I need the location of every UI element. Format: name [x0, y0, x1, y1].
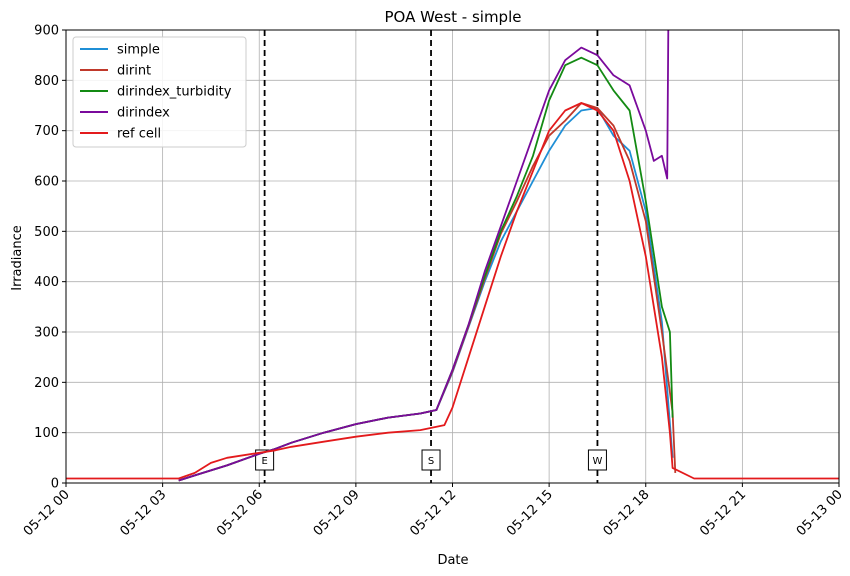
y-tick-label: 100	[34, 426, 59, 441]
x-tick-label: 05-12 06	[214, 487, 266, 539]
x-tick-label: 05-12 21	[697, 487, 749, 539]
series-line-dirindex_turbidity	[178, 56, 674, 482]
series-line-ref-cell	[66, 102, 839, 480]
event-marker-label: S	[428, 456, 434, 467]
x-tick-label: 05-12 12	[407, 487, 459, 539]
chart-title: POA West - simple	[385, 8, 522, 26]
x-tick-label: 05-12 15	[504, 487, 556, 539]
x-tick-label: 05-12 18	[601, 487, 653, 539]
legend-label: dirindex_turbidity	[117, 85, 232, 100]
legend-label: dirindex	[117, 106, 170, 121]
event-marker-label: W	[592, 456, 602, 467]
event-marker-box	[421, 449, 441, 471]
y-tick-label: 500	[34, 225, 59, 240]
legend: simple dirint dirindex_turbidity dirindex re…	[72, 36, 247, 148]
series-lines	[66, 29, 839, 482]
y-tick-label: 900	[34, 24, 59, 39]
x-axis-title: Date	[437, 553, 468, 568]
y-tick-label: 300	[34, 326, 59, 341]
series-line-dirindex	[178, 29, 670, 482]
x-axis-ticks: 05-12 00 05-12 03 05-12 06 05-12 09 05-12 12…	[21, 483, 846, 539]
grid	[65, 29, 840, 484]
event-marker-label: E	[261, 456, 267, 467]
y-tick-label: 600	[34, 175, 59, 190]
y-tick-label: 400	[34, 275, 59, 290]
y-tick-label: 200	[34, 376, 59, 391]
legend-label: ref cell	[117, 127, 161, 142]
x-tick-label: 05-12 09	[311, 487, 363, 539]
y-tick-label: 0	[51, 477, 59, 492]
legend-box	[72, 36, 247, 148]
event-marker-box	[255, 449, 275, 471]
event-marker-box	[587, 449, 607, 471]
x-tick-label: 05-12 03	[118, 487, 170, 539]
y-axis-title: Irradiance	[10, 225, 25, 290]
y-tick-label: 700	[34, 124, 59, 139]
series-line-dirint	[178, 102, 677, 482]
y-tick-label: 800	[34, 74, 59, 89]
x-tick-label: 05-13 00	[794, 487, 846, 539]
series-line-simple	[178, 107, 674, 482]
x-tick-label: 05-12 00	[21, 487, 73, 539]
y-axis-ticks: 0 100 200 300 400 500 600 700 800 900	[34, 24, 66, 492]
legend-label: simple	[117, 43, 160, 58]
legend-label: dirint	[117, 64, 151, 79]
